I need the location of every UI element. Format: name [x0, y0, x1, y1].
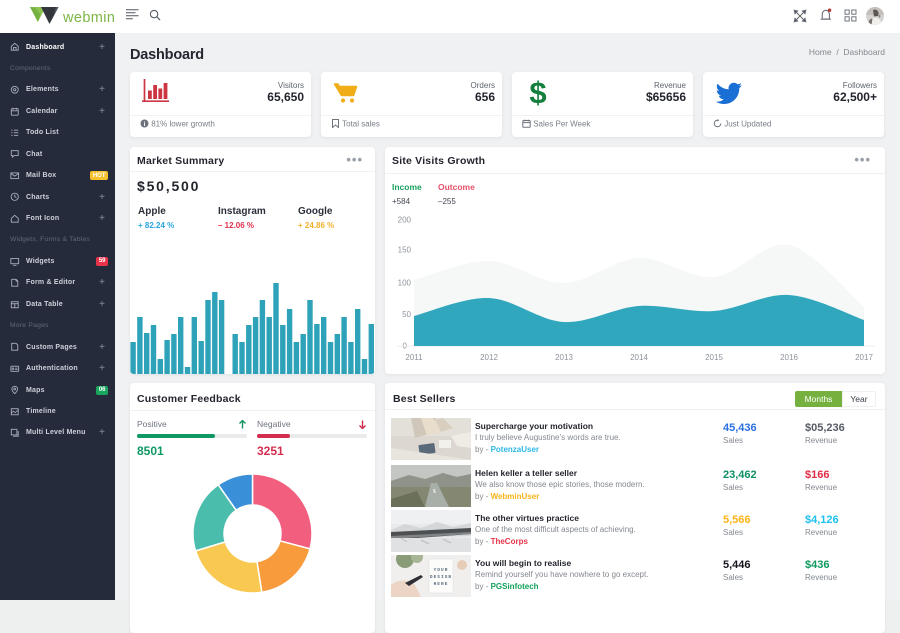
svg-text:2016: 2016: [780, 353, 798, 362]
svg-text:2011: 2011: [405, 353, 423, 362]
svg-text:2017: 2017: [855, 353, 873, 362]
svg-text:150: 150: [398, 246, 412, 255]
svg-text:2014: 2014: [630, 353, 648, 362]
svg-text:200: 200: [398, 216, 412, 225]
svg-text:webmin: webmin: [62, 10, 115, 26]
svg-text:HERE: HERE: [434, 581, 449, 587]
svg-text:DESIGN: DESIGN: [430, 574, 452, 580]
svg-text:i: i: [144, 120, 146, 127]
svg-text:YOUR: YOUR: [434, 567, 449, 573]
svg-text:100: 100: [398, 278, 412, 287]
svg-text:50: 50: [402, 310, 411, 319]
svg-text:$: $: [529, 76, 546, 108]
svg-text:2015: 2015: [705, 353, 723, 362]
svg-text:2013: 2013: [555, 353, 573, 362]
svg-text:2012: 2012: [480, 353, 498, 362]
